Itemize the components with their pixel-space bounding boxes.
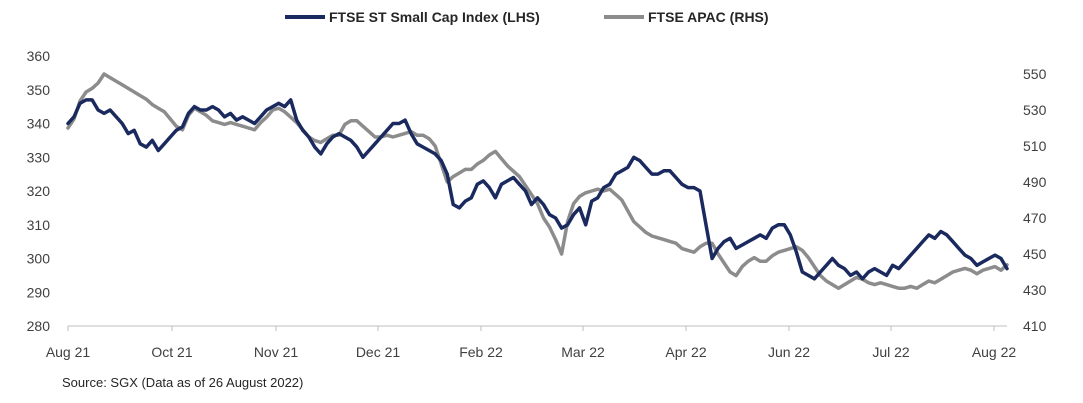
x-tick-label: Aug 21 [46, 344, 91, 360]
left-tick-label: 290 [27, 284, 51, 300]
source-note: Source: SGX (Data as of 26 August 2022) [62, 375, 304, 390]
right-tick-label: 510 [1023, 138, 1047, 154]
series-line-ftse-st-small-cap [66, 98, 1009, 281]
x-tick-label: Feb 22 [459, 344, 503, 360]
series-layer [66, 72, 1009, 290]
legend-label-apac: FTSE APAC (RHS) [648, 9, 769, 25]
left-axis-ticks: 280 290 300 310 320 330 340 350 360 [27, 48, 51, 334]
right-tick-label: 550 [1023, 66, 1047, 82]
left-tick-label: 320 [27, 183, 51, 199]
x-tick-label: Nov 21 [254, 344, 299, 360]
x-tick-label: Jun 22 [768, 344, 810, 360]
x-tick-label: Aug 22 [972, 344, 1017, 360]
x-tick-label: Jul 22 [872, 344, 910, 360]
legend-item-apac: FTSE APAC (RHS) [604, 9, 769, 25]
right-tick-label: 410 [1023, 318, 1047, 334]
right-axis-ticks: 410 430 450 470 490 510 530 550 [1023, 66, 1047, 334]
right-tick-label: 450 [1023, 246, 1047, 262]
left-tick-label: 330 [27, 149, 51, 165]
right-tick-label: 430 [1023, 282, 1047, 298]
series-line-ftse-apac [66, 72, 1009, 290]
x-tick-label: Apr 22 [665, 344, 706, 360]
left-tick-label: 360 [27, 48, 51, 64]
x-tick-label: Mar 22 [561, 344, 605, 360]
legend-label-small-cap: FTSE ST Small Cap Index (LHS) [329, 9, 540, 25]
left-tick-label: 340 [27, 116, 51, 132]
right-tick-label: 470 [1023, 210, 1047, 226]
right-tick-label: 530 [1023, 102, 1047, 118]
x-tick-label: Dec 21 [356, 344, 401, 360]
right-tick-label: 490 [1023, 174, 1047, 190]
left-tick-label: 300 [27, 251, 51, 267]
left-tick-label: 280 [27, 318, 51, 334]
legend-item-small-cap: FTSE ST Small Cap Index (LHS) [285, 9, 540, 25]
left-tick-label: 310 [27, 217, 51, 233]
legend: FTSE ST Small Cap Index (LHS) FTSE APAC … [285, 9, 769, 25]
left-tick-label: 350 [27, 82, 51, 98]
x-tick-label: Oct 21 [151, 344, 192, 360]
x-axis: Aug 21 Oct 21 Nov 21 Dec 21 Feb 22 Mar 22 Apr … [46, 325, 1017, 360]
